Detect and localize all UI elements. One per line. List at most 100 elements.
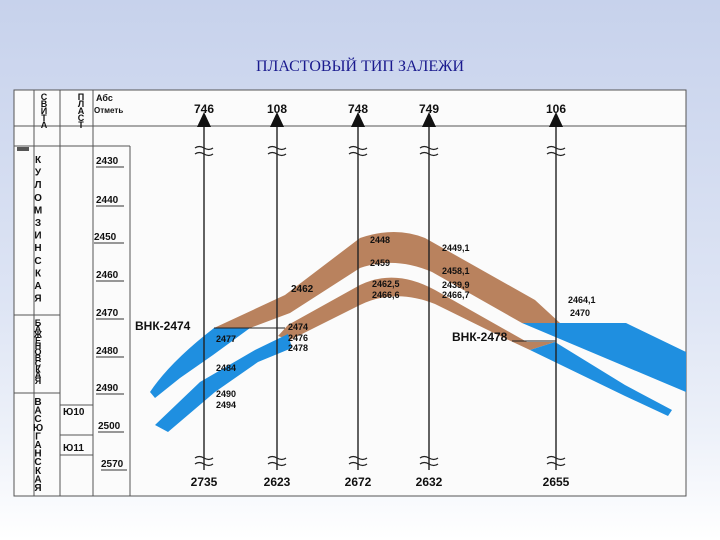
- vertical-letter: Ю: [33, 423, 43, 434]
- well-break-icon: [348, 455, 368, 467]
- value: 2466,7: [442, 290, 470, 300]
- wells: 746 2735 108 2623 748 2672 749 2632 106 2655: [191, 102, 570, 489]
- vertical-letter: Н: [34, 449, 41, 460]
- header-abs: Абс: [96, 93, 113, 103]
- vertical-letter: Б: [35, 318, 42, 328]
- well-break-icon: [267, 145, 287, 157]
- well-head-icon: [351, 112, 365, 127]
- vertical-letter: С: [35, 359, 42, 369]
- well-break-icon: [194, 145, 214, 157]
- upper-bed-oil: [214, 232, 560, 328]
- well-head-icon: [422, 112, 436, 127]
- lower-bed-water-left: [155, 334, 292, 432]
- vertical-letter: Я: [34, 483, 41, 494]
- well-749: 749 2632: [416, 102, 443, 489]
- vertical-letter: К: [35, 155, 42, 166]
- vertical-letter: С: [34, 256, 41, 267]
- vertical-letter: Т: [41, 113, 47, 123]
- contact-label-vnk-2474: ВНК-2474: [135, 319, 191, 333]
- well-break-icon: [546, 145, 566, 157]
- depth-mark: 2460: [96, 270, 119, 281]
- vertical-letter: С: [34, 414, 41, 425]
- well-head-icon: [270, 112, 284, 127]
- vertical-letter: К: [35, 466, 42, 477]
- vertical-letter: Я: [35, 376, 41, 386]
- well-106: 106 2655: [543, 102, 570, 489]
- plast-u10: Ю10: [63, 407, 85, 418]
- vertical-letter: Н: [35, 341, 42, 351]
- value: 2474: [288, 322, 308, 332]
- well-bottom-depth: 2632: [416, 475, 443, 489]
- value: 2464,1: [568, 295, 596, 305]
- value: 2484: [216, 363, 236, 373]
- value: 2462,5: [372, 279, 400, 289]
- vertical-letter: А: [34, 281, 41, 292]
- value: 2462: [291, 284, 314, 295]
- well-746: 746 2735: [191, 102, 218, 489]
- header-plast: ПЛАСТ: [78, 92, 85, 130]
- well-name: 749: [419, 102, 439, 116]
- well-748: 748 2672: [345, 102, 372, 489]
- value: 2476: [288, 333, 308, 343]
- well-break-icon: [194, 455, 214, 467]
- vertical-letter: Т: [78, 120, 84, 130]
- well-values: 2462 2474 2476 2478 2448 2459 2462,5 246…: [216, 235, 596, 410]
- value: 2477: [216, 334, 236, 344]
- well-bottom-depth: 2672: [345, 475, 372, 489]
- vertical-letter: В: [35, 353, 42, 363]
- vertical-letter: Ж: [33, 330, 43, 340]
- value: 2494: [216, 400, 236, 410]
- reservoir-layers: [150, 232, 686, 432]
- well-name: 748: [348, 102, 368, 116]
- vertical-letter: П: [78, 92, 84, 102]
- value: 2459: [370, 258, 390, 268]
- depth-mark: 2480: [96, 346, 119, 357]
- vertical-letter: Я: [34, 294, 41, 305]
- vertical-letter: С: [41, 92, 48, 102]
- vertical-letter: И: [34, 231, 41, 242]
- depth-mark: 2470: [96, 308, 119, 319]
- vertical-letter: К: [35, 268, 42, 279]
- depth-mark: 2430: [96, 156, 119, 167]
- vertical-letter: Л: [78, 99, 84, 109]
- well-name: 108: [267, 102, 287, 116]
- vertical-letter: А: [34, 406, 41, 417]
- lower-bed-oil: [278, 277, 555, 350]
- value: 2439,9: [442, 280, 470, 290]
- vertical-letter: И: [41, 106, 47, 116]
- contact-lines: [214, 327, 556, 342]
- header-otmet: Отметь: [94, 106, 123, 115]
- well-bottom-depth: 2655: [543, 475, 570, 489]
- depth-mark: 2440: [96, 195, 119, 206]
- contact-label-vnk-2478: ВНК-2478: [452, 330, 508, 344]
- well-head-icon: [549, 112, 563, 127]
- value: 2466,6: [372, 290, 400, 300]
- vertical-letter: А: [35, 370, 42, 380]
- well-name: 746: [194, 102, 214, 116]
- vertical-letter: А: [35, 324, 42, 334]
- vertical-letter: Л: [34, 180, 41, 191]
- well-bottom-depth: 2735: [191, 475, 218, 489]
- vertical-letter: М: [34, 205, 42, 216]
- well-108: 108 2623: [264, 102, 291, 489]
- well-head-icon: [197, 112, 211, 127]
- vertical-letter: А: [34, 440, 41, 451]
- vertical-letter: А: [34, 474, 41, 485]
- lower-bed-water-right: [530, 342, 672, 416]
- well-break-icon: [419, 455, 439, 467]
- well-name: 106: [546, 102, 566, 116]
- vertical-letter: С: [78, 113, 85, 123]
- value: 2448: [370, 235, 390, 245]
- value: 2458,1: [442, 266, 470, 276]
- vertical-letter: З: [35, 218, 41, 229]
- well-bottom-depth: 2623: [264, 475, 291, 489]
- header-marker: [17, 147, 29, 151]
- vertical-letter: Г: [35, 431, 41, 442]
- vertical-letter: Н: [34, 243, 41, 254]
- well-break-icon: [546, 455, 566, 467]
- vertical-letter: А: [78, 106, 85, 116]
